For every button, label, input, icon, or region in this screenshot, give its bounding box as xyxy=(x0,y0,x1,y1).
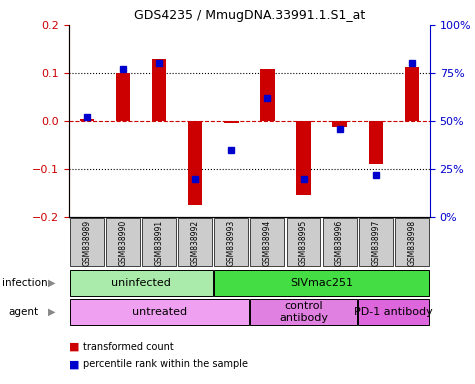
Bar xyxy=(224,121,238,123)
Text: control
antibody: control antibody xyxy=(279,301,328,323)
Bar xyxy=(369,121,383,164)
Text: percentile rank within the sample: percentile rank within the sample xyxy=(83,359,248,369)
Title: GDS4235 / MmugDNA.33991.1.S1_at: GDS4235 / MmugDNA.33991.1.S1_at xyxy=(134,9,365,22)
Text: ▶: ▶ xyxy=(48,307,55,317)
Text: GSM838991: GSM838991 xyxy=(155,220,163,266)
Text: uninfected: uninfected xyxy=(111,278,171,288)
FancyBboxPatch shape xyxy=(142,218,176,266)
Bar xyxy=(405,67,419,121)
Text: SIVmac251: SIVmac251 xyxy=(290,278,353,288)
Text: GSM838989: GSM838989 xyxy=(83,220,91,266)
Text: GSM838993: GSM838993 xyxy=(227,220,236,266)
Bar xyxy=(260,69,275,121)
FancyBboxPatch shape xyxy=(214,218,248,266)
Text: ▶: ▶ xyxy=(48,278,55,288)
Text: GSM838995: GSM838995 xyxy=(299,220,308,266)
Text: GSM838994: GSM838994 xyxy=(263,220,272,266)
Text: GSM838992: GSM838992 xyxy=(191,220,200,266)
FancyBboxPatch shape xyxy=(250,218,285,266)
FancyBboxPatch shape xyxy=(106,218,140,266)
Bar xyxy=(188,121,202,205)
Text: GSM838990: GSM838990 xyxy=(119,220,127,266)
Text: GSM838997: GSM838997 xyxy=(371,220,380,266)
Bar xyxy=(116,73,130,121)
FancyBboxPatch shape xyxy=(359,218,393,266)
Bar xyxy=(332,121,347,127)
Text: untreated: untreated xyxy=(132,307,187,317)
FancyBboxPatch shape xyxy=(70,218,104,266)
Text: GSM838996: GSM838996 xyxy=(335,220,344,266)
Bar xyxy=(152,59,166,121)
Text: agent: agent xyxy=(9,307,38,317)
Text: ■: ■ xyxy=(69,342,79,352)
Text: transformed count: transformed count xyxy=(83,342,174,352)
FancyBboxPatch shape xyxy=(70,270,212,296)
Text: PD-1 antibody: PD-1 antibody xyxy=(354,307,433,317)
FancyBboxPatch shape xyxy=(286,218,321,266)
FancyBboxPatch shape xyxy=(359,299,429,325)
FancyBboxPatch shape xyxy=(250,299,357,325)
Text: ■: ■ xyxy=(69,359,79,369)
Text: infection: infection xyxy=(2,278,48,288)
FancyBboxPatch shape xyxy=(178,218,212,266)
FancyBboxPatch shape xyxy=(395,218,429,266)
FancyBboxPatch shape xyxy=(323,218,357,266)
Bar xyxy=(296,121,311,195)
FancyBboxPatch shape xyxy=(70,299,248,325)
Bar xyxy=(80,119,94,121)
Text: GSM838998: GSM838998 xyxy=(408,220,416,266)
FancyBboxPatch shape xyxy=(214,270,429,296)
